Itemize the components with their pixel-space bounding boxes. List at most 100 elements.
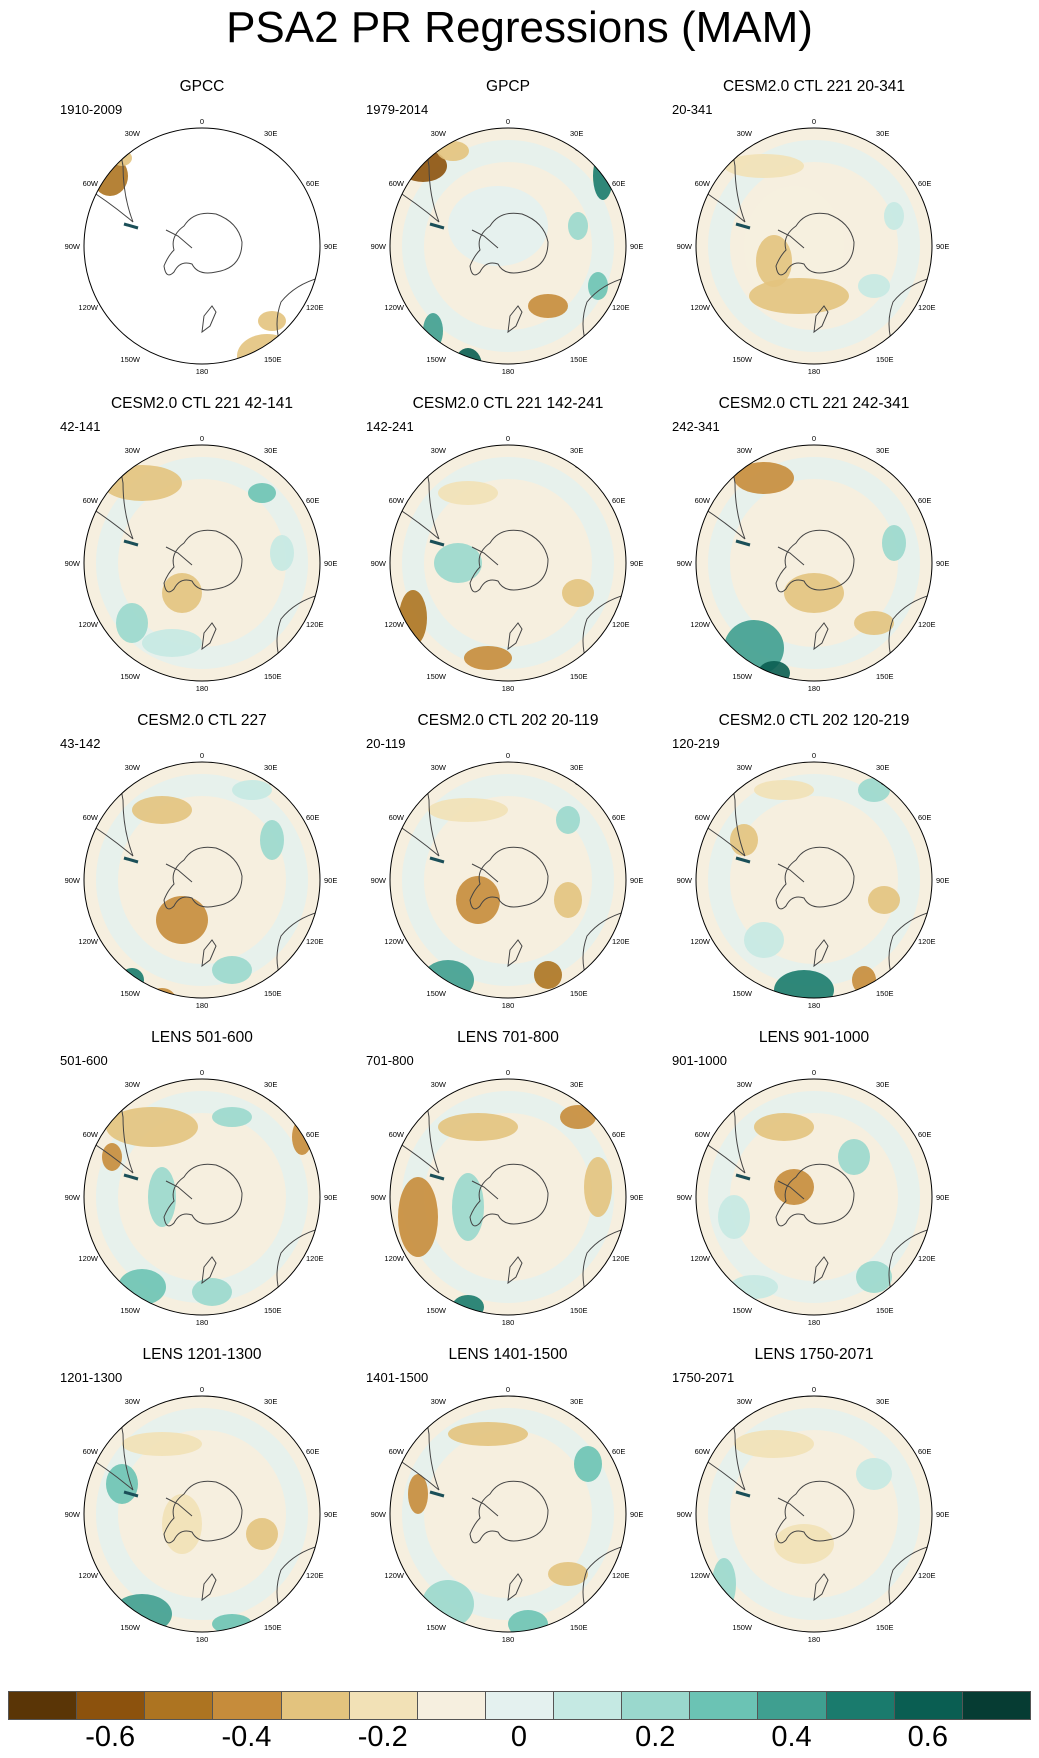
field-anomaly [438,1113,518,1141]
longitude-label: 30E [264,129,277,138]
longitude-label: 150W [426,989,447,998]
longitude-label: 180 [808,1318,821,1327]
longitude-label: 0 [506,751,510,760]
longitude-label: 150W [120,1623,141,1632]
longitude-label: 60E [612,179,625,188]
longitude-label: 120E [918,1571,936,1580]
longitude-label: 90W [371,1193,387,1202]
longitude-label: 0 [506,1385,510,1394]
longitude-label: 60E [306,1447,319,1456]
new-zealand-coastline [201,1573,217,1602]
new-zealand-coastline [507,939,523,968]
longitude-label: 90E [324,242,337,251]
polar-map: 0 30W 30E 60W 60E 90W 90E 120W 120E 150W 150E 180 [677,1385,950,1644]
longitude-label: 30E [570,763,583,772]
field-anomaly [162,573,202,613]
antarctica-coastline [775,1480,855,1544]
field-anomaly [148,1167,176,1227]
panel-title: CESM2.0 CTL 227 [137,712,267,729]
longitude-label: 60E [612,496,625,505]
map-background [84,128,320,364]
colorbar-tick-label: 0.6 [907,1721,948,1753]
longitude-label: 0 [812,1385,816,1394]
longitude-label: 60E [918,1447,931,1456]
longitude-label: 180 [502,1635,515,1644]
peninsula-coastline [777,1180,805,1200]
peninsula-coastline [777,229,805,249]
panel-title: LENS 1750-2071 [754,1346,874,1363]
panel-title: LENS 901-1000 [758,1029,870,1046]
longitude-label: 30E [570,1080,583,1089]
longitude-label: 0 [812,117,816,126]
panel-title: CESM2.0 CTL 202 20-119 [417,712,599,729]
new-zealand-coastline [201,939,217,968]
longitude-label: 90E [936,1510,949,1519]
longitude-label: 150E [570,1623,588,1632]
polar-map: 0 30W 30E 60W 60E 90W 90E 120W 120E 150W 150E 180 [371,117,644,376]
longitude-label: 150E [876,355,894,364]
field-anomaly [588,272,608,300]
longitude-label: 60W [695,1130,711,1139]
panel-year-range: 1979-2014 [366,102,429,117]
antarctica-coastline [469,1480,549,1544]
peninsula-coastline [165,863,193,883]
field-anomaly [734,462,794,494]
field-ring [708,140,920,352]
colorbar-swatch [757,1691,827,1720]
field-anomaly [884,202,904,230]
new-zealand-coastline [201,622,217,651]
longitude-label: 150W [732,1623,753,1632]
map-border [695,444,933,682]
longitude-label: 0 [506,1068,510,1077]
longitude-label: 30W [431,1397,447,1406]
map-panel: LENS 1401-1500 1401-1500 0 30W 30E 60W 60E 90W 9… [358,1346,658,1646]
longitude-label: 90W [65,242,81,251]
longitude-label: 30W [125,1397,141,1406]
field-anomaly [398,1177,438,1257]
longitude-label: 60W [389,1447,405,1456]
field-anomaly [838,1139,870,1175]
field-anomaly [192,1278,232,1306]
longitude-label: 90E [324,876,337,885]
longitude-label: 90W [677,242,693,251]
field-ring [708,1091,920,1303]
longitude-label: 150W [120,672,141,681]
longitude-label: 150E [264,989,282,998]
colorbar-tick-label: 0.4 [771,1721,812,1753]
polar-map: 0 30W 30E 60W 60E 90W 90E 120W 120E 150W 150E 180 [65,117,338,376]
colorbar-swatch [280,1691,350,1720]
field-anomaly [744,922,784,958]
peninsula-coastline [471,546,499,566]
field-anomaly [448,1422,528,1446]
longitude-label: 0 [506,117,510,126]
polar-map: 0 30W 30E 60W 60E 90W 90E 120W 120E 150W 150E 180 [371,1385,644,1644]
field-anomaly [270,535,294,571]
longitude-label: 120W [384,1571,405,1580]
field-anomaly [142,629,202,657]
longitude-label: 90W [677,876,693,885]
peninsula-coastline [777,546,805,566]
longitude-label: 150W [732,1306,753,1315]
map-panel: LENS 1201-1300 1201-1300 0 30W 30E 60W 60E 90W 9… [52,1346,352,1646]
longitude-label: 150E [264,1306,282,1315]
field-anomaly [212,956,252,984]
field-anomaly [856,1261,892,1293]
polar-map: 0 30W 30E 60W 60E 90W 90E 120W 120E 150W 150E 180 [65,434,338,693]
field-anomaly [548,1562,588,1586]
colorbar-swatch [621,1691,691,1720]
panel-title: LENS 1201-1300 [142,1346,262,1363]
longitude-label: 120W [384,937,405,946]
new-zealand-coastline [813,622,829,651]
longitude-label: 150E [876,1623,894,1632]
field-anomaly [434,543,482,583]
longitude-label: 30E [570,446,583,455]
field-ring [708,1408,920,1620]
longitude-label: 30W [737,1080,753,1089]
south-america-tip [123,1490,139,1498]
map-panel: GPCP 1979-2014 0 30W 30E 60W 60E 90W 90E 120W 120E… [358,78,658,378]
panel-year-range: 501-600 [60,1053,108,1068]
field-anomaly [856,1458,892,1490]
longitude-label: 120E [918,937,936,946]
field-anomaly [438,481,498,505]
field-anomaly [122,1432,202,1456]
